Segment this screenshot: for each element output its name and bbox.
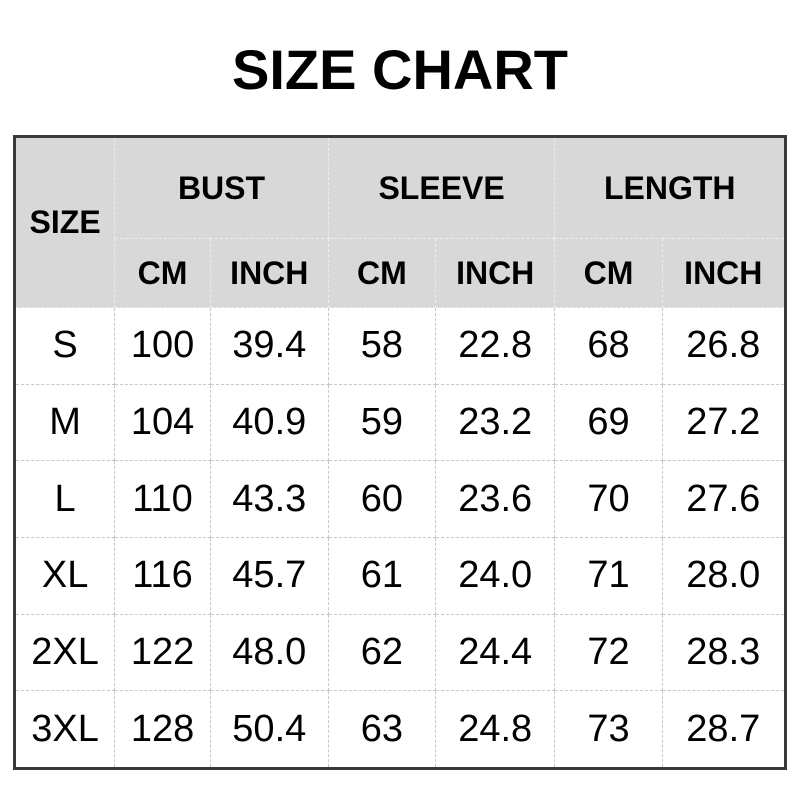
length-cm-cell: 70: [554, 460, 663, 538]
bust-inch-cell: 40.9: [209, 383, 329, 462]
sleeve-cm-cell: 61: [327, 536, 436, 615]
bust-inch-cell: 43.3: [209, 460, 329, 538]
sleeve-inch-header: INCH: [434, 238, 556, 308]
bust-cm-cell: 116: [114, 536, 211, 615]
sleeve-group-header: SLEEVE: [327, 136, 556, 239]
sleeve-cm-cell: 63: [327, 690, 436, 769]
page-title: SIZE CHART: [232, 38, 568, 101]
length-cm-cell: 71: [554, 536, 663, 615]
length-cm-cell: 72: [554, 613, 663, 692]
length-cm-cell: 73: [554, 690, 663, 769]
sleeve-inch-cell: 24.4: [434, 613, 556, 692]
length-inch-header: INCH: [661, 238, 787, 308]
table-header: SIZE BUST SLEEVE LENGTH CM INCH CM INCH …: [13, 136, 787, 308]
size-cell: XL: [13, 536, 116, 615]
length-inch-cell: 28.7: [661, 690, 787, 769]
length-cm-cell: 68: [554, 307, 663, 385]
table-row: XL 116 45.7 61 24.0 71 28.0: [13, 536, 787, 615]
bust-inch-header: INCH: [209, 238, 329, 308]
table-row: 3XL 128 50.4 63 24.8 73 28.7: [13, 690, 787, 769]
bust-inch-cell: 39.4: [209, 307, 329, 385]
bust-cm-cell: 128: [114, 690, 211, 769]
sleeve-cm-cell: 58: [327, 307, 436, 385]
length-inch-cell: 26.8: [661, 307, 787, 385]
bust-cm-header: CM: [114, 238, 211, 308]
length-group-header: LENGTH: [554, 136, 786, 239]
bust-cm-cell: 122: [114, 613, 211, 692]
bust-cm-cell: 104: [114, 383, 211, 462]
table-row: 2XL 122 48.0 62 24.4 72 28.3: [13, 613, 787, 692]
table-row: S 100 39.4 58 22.8 68 26.8: [13, 307, 787, 385]
size-cell: L: [13, 460, 116, 538]
sleeve-inch-cell: 24.0: [434, 536, 556, 615]
sleeve-inch-cell: 24.8: [434, 690, 556, 769]
sleeve-inch-cell: 23.2: [434, 383, 556, 462]
group-header-row: SIZE BUST SLEEVE LENGTH: [13, 136, 786, 308]
sleeve-cm-cell: 60: [327, 460, 436, 538]
length-inch-cell: 28.3: [661, 613, 787, 692]
sleeve-inch-cell: 23.6: [434, 460, 556, 538]
table-row: L 110 43.3 60 23.6 70 27.6: [13, 460, 787, 538]
size-chart-table: SIZE BUST SLEEVE LENGTH CM INCH CM INCH …: [13, 135, 787, 770]
size-cell: S: [13, 307, 116, 385]
unit-header-row: CM INCH CM INCH CM INCH: [15, 238, 787, 308]
bust-cm-cell: 110: [114, 460, 211, 538]
size-cell: 2XL: [13, 613, 116, 692]
sleeve-cm-cell: 62: [327, 613, 436, 692]
sleeve-cm-cell: 59: [327, 383, 436, 462]
length-cm-cell: 69: [554, 383, 663, 462]
length-inch-cell: 27.6: [661, 460, 787, 538]
sleeve-cm-header: CM: [327, 238, 436, 308]
size-column-header: SIZE: [13, 136, 116, 308]
bust-inch-cell: 45.7: [209, 536, 329, 615]
length-cm-header: CM: [554, 238, 663, 308]
bust-inch-cell: 48.0: [209, 613, 329, 692]
bust-group-header: BUST: [114, 136, 329, 239]
table-row: M 104 40.9 59 23.2 69 27.2: [13, 383, 787, 462]
size-cell: M: [13, 383, 116, 462]
table-body: S 100 39.4 58 22.8 68 26.8 M 104 40.9 59…: [13, 307, 787, 769]
length-inch-cell: 28.0: [661, 536, 787, 615]
sleeve-inch-cell: 22.8: [434, 307, 556, 385]
bust-inch-cell: 50.4: [209, 690, 329, 769]
length-inch-cell: 27.2: [661, 383, 787, 462]
bust-cm-cell: 100: [114, 307, 211, 385]
size-cell: 3XL: [13, 690, 116, 769]
